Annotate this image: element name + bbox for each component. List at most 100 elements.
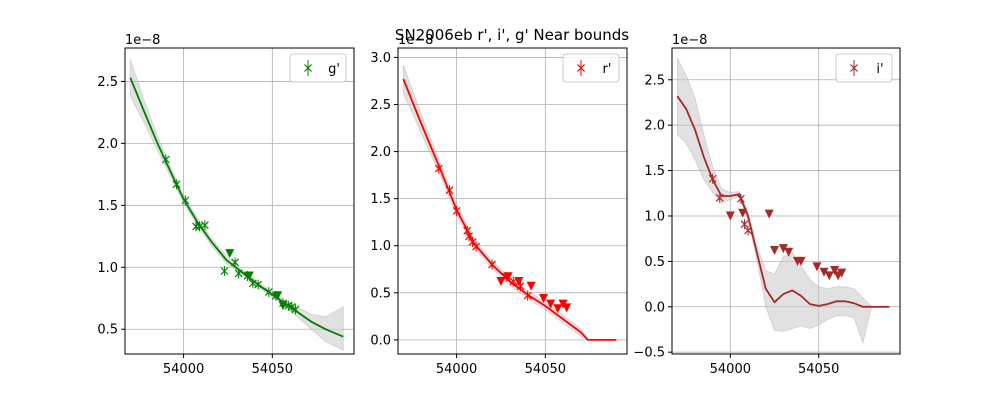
detection-point [715,192,724,203]
marker-stroke [234,269,243,278]
marker-stroke [172,180,181,189]
uncertainty-band [129,58,344,351]
offset-text: 1e−8 [398,33,433,48]
detection-point [243,270,252,281]
marker-stroke [243,272,252,280]
fit-curve [676,95,890,308]
marker-stroke [488,260,497,269]
upper-limit-marker [562,303,572,313]
y-tick-label: 2.0 [97,137,118,152]
detection-point [200,220,209,231]
marker-stroke [509,277,518,286]
upper-limit-marker [764,209,774,219]
detection-point [468,236,477,247]
marker-stroke [291,305,300,314]
marker-stroke [465,232,473,241]
marker-stroke [452,206,461,215]
upper-limit-marker [784,247,794,257]
detection-point [465,231,473,242]
detection-point [287,301,296,312]
marker-stroke [279,299,287,308]
y-tick-label: 2.0 [644,119,665,134]
y-tick-label: 1.5 [97,199,118,214]
legend: r' [562,53,620,83]
marker-stroke [220,267,229,275]
detection-point [172,179,181,190]
y-tick-label: 1.5 [370,192,391,207]
detection-point [220,265,229,276]
y-tick-label: −0.5 [633,346,665,361]
upper-limit-marker [738,208,748,218]
detection-point [291,304,300,315]
marker-stroke [744,226,752,235]
marker-stroke [472,242,481,251]
upper-limit-marker [796,256,806,266]
legend-box [835,53,893,83]
marker-stroke [523,291,532,300]
detection-point [434,163,443,174]
marker-stroke [287,302,296,311]
detection-point [231,257,239,268]
upper-limit-marker [526,281,536,291]
detection-point [708,173,717,184]
detection-point [271,290,280,301]
x-tick-label: 54050 [525,362,566,377]
y-tick-label: 0.5 [97,323,118,338]
marker-stroke [740,220,749,229]
marker-stroke [715,193,724,202]
y-tick-label: 1.0 [97,261,118,276]
detection-point [509,276,518,287]
detection-point [488,259,497,270]
marker-stroke [737,194,745,203]
offset-text: 1e−8 [672,33,707,48]
detection-point [264,287,273,298]
y-tick-label: 1.0 [370,239,391,254]
y-tick-label: 0.5 [370,286,391,301]
y-tick-label: 1.5 [644,164,665,179]
axes-frame [671,47,901,355]
y-tick-label: 0.0 [644,300,665,315]
upper-limit-marker [546,299,556,309]
y-tick-label: 3.0 [370,51,391,66]
marker-stroke [284,301,293,310]
axes-frame [397,47,628,355]
marker-stroke [161,155,170,164]
marker-stroke [254,280,263,289]
upper-limit-marker [225,249,235,259]
detection-point [744,225,752,236]
detection-point [445,185,454,196]
upper-limit-marker [819,267,829,277]
legend-box [289,53,347,83]
legend-marker-stroke [850,64,858,72]
offset-text: 1e−8 [125,33,160,48]
detection-point [737,193,745,204]
x-tick-label: 54050 [798,362,839,377]
y-tick-label: 2.0 [370,145,391,160]
marker-stroke [468,238,477,246]
figure-title: SN2006eb r', i', g' Near bounds [395,26,629,44]
marker-stroke [516,282,525,291]
detection-point [452,205,461,216]
legend-marker-stroke [577,64,585,72]
i-panel: 54000 54050 −0.5 0.0 0.5 1.0 1.5 2.0 2.5 1e−8 i' [633,33,901,377]
r-panel: 54000 54050 0.0 0.5 1.0 1.5 2.0 2.5 3.0 1e−8 r' [370,33,628,377]
detection-point [523,290,532,301]
marker-stroke [271,291,280,300]
detection-point [516,281,525,292]
upper-limit-marker [812,262,822,272]
upper-limit-marker [725,211,735,221]
y-tick-label: 2.5 [644,73,665,88]
upper-limit-marker [837,268,847,278]
detection-point [502,271,511,282]
marker-stroke [181,196,190,205]
g-panel: 54000 54050 0.5 1.0 1.5 2.0 2.5 1e−8 g' [97,33,355,377]
marker-stroke [434,164,443,173]
legend: i' [835,53,893,83]
legend-label: i' [876,62,883,77]
y-tick-label: 2.5 [370,98,391,113]
y-tick-label: 0.0 [370,333,391,348]
axes-frame [124,47,355,355]
legend-marker-stroke [304,64,312,72]
